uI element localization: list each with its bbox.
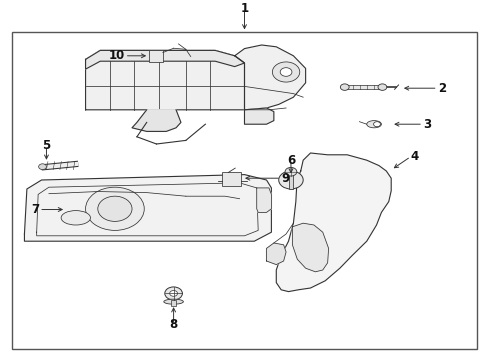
Ellipse shape (366, 121, 381, 128)
Polygon shape (266, 243, 285, 265)
Bar (12, 32, 476, 349)
Text: 8: 8 (169, 318, 177, 331)
Bar (288, 173, 293, 189)
Text: 1: 1 (240, 3, 248, 15)
Bar (149, 50, 163, 62)
Circle shape (280, 68, 291, 76)
Circle shape (272, 62, 299, 82)
Text: 5: 5 (42, 139, 50, 152)
Circle shape (164, 287, 182, 300)
Circle shape (85, 187, 144, 230)
Ellipse shape (163, 299, 183, 304)
Circle shape (169, 291, 177, 296)
Ellipse shape (61, 211, 90, 225)
Circle shape (377, 84, 386, 90)
Circle shape (98, 196, 132, 221)
Text: 2: 2 (437, 82, 445, 95)
Text: 10: 10 (108, 49, 124, 62)
Text: 4: 4 (410, 150, 418, 163)
Polygon shape (85, 50, 244, 69)
Text: 6: 6 (286, 154, 294, 167)
Text: 7: 7 (31, 203, 39, 216)
Polygon shape (292, 223, 328, 272)
Circle shape (39, 164, 46, 170)
Polygon shape (244, 108, 273, 124)
Circle shape (373, 122, 380, 127)
Polygon shape (24, 175, 271, 241)
Text: 9: 9 (281, 172, 289, 185)
Bar (171, 300, 176, 306)
Polygon shape (276, 153, 390, 292)
Circle shape (285, 167, 296, 176)
Polygon shape (85, 50, 244, 110)
Polygon shape (132, 110, 181, 131)
Circle shape (278, 171, 303, 189)
Polygon shape (234, 45, 305, 110)
Polygon shape (256, 188, 271, 212)
Bar (222, 172, 241, 186)
Circle shape (340, 84, 348, 90)
Text: 3: 3 (422, 118, 430, 131)
